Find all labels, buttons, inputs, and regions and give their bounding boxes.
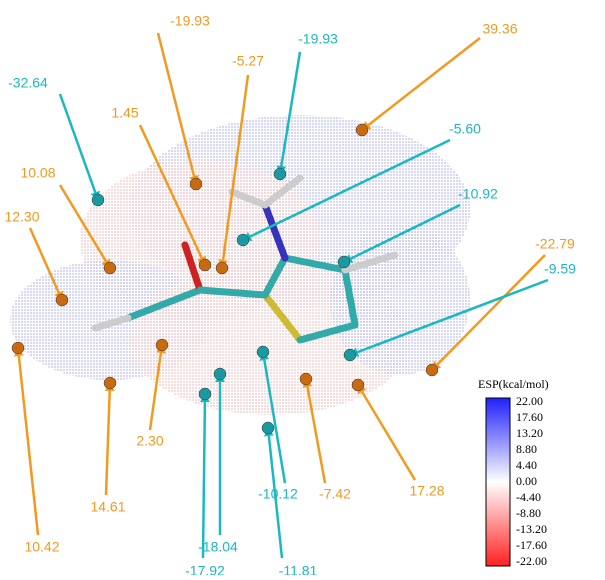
extremum-point [300, 373, 312, 385]
extremum-point [274, 168, 286, 180]
colorbar-tick-label: -13.20 [516, 522, 547, 536]
esp-label: -7.42 [319, 486, 351, 502]
colorbar-tick-label: 0.00 [516, 474, 537, 488]
esp-label: 17.28 [409, 483, 444, 499]
extremum-point [338, 256, 350, 268]
extremum-point [344, 349, 356, 361]
colorbar-tick-label: -22.00 [516, 554, 547, 568]
extremum-point [216, 262, 228, 274]
colorbar-tick-label: -4.40 [516, 490, 541, 504]
esp-figure: ESP(kcal/mol) 22.00 17.60 13.20 8.80 4.40 0.0… [0, 0, 605, 575]
extremum-point [352, 379, 364, 391]
extremum-point [214, 368, 226, 380]
colorbar-tick-label: -17.60 [516, 538, 547, 552]
extremum-point [426, 364, 438, 376]
arrow [358, 385, 415, 480]
arrow [203, 394, 205, 558]
extremum-point [190, 178, 202, 190]
arrow [106, 383, 110, 495]
colorbar: ESP(kcal/mol) 22.00 17.60 13.20 8.80 4.40 0.0… [478, 377, 549, 568]
extremum-point [56, 294, 68, 306]
colorbar-tick-label: 13.20 [516, 426, 543, 440]
extremum-point [104, 262, 116, 274]
esp-label: 2.30 [136, 433, 163, 449]
extremum-point [356, 124, 368, 136]
extremum-point [262, 422, 274, 434]
esp-label: -22.79 [535, 236, 575, 252]
esp-label: 12.30 [4, 209, 39, 225]
colorbar-tick-label: 8.80 [516, 442, 537, 456]
extremum-point [199, 388, 211, 400]
colorbar-tick-label: -8.80 [516, 506, 541, 520]
extremum-point [257, 346, 269, 358]
colorbar-tick-label: 17.60 [516, 410, 543, 424]
extremum-point [199, 259, 211, 271]
colorbar-title: ESP(kcal/mol) [478, 377, 549, 391]
esp-label: -11.81 [279, 563, 318, 575]
esp-label: -10.12 [258, 486, 298, 502]
esp-label: 10.08 [20, 165, 55, 181]
esp-label: 14.61 [90, 499, 125, 515]
esp-label: -19.93 [170, 13, 210, 29]
esp-label: -17.92 [185, 563, 225, 575]
esp-label: -5.60 [449, 121, 481, 137]
colorbar-tick-label: 4.40 [516, 458, 537, 472]
extremum-point [12, 342, 24, 354]
arrow [60, 94, 98, 200]
esp-label: 10.42 [24, 539, 59, 555]
extremum-point [237, 234, 249, 246]
extremum-point [92, 194, 104, 206]
arrow [362, 38, 480, 130]
arrow [18, 348, 38, 535]
esp-label: 39.36 [482, 21, 517, 37]
esp-label: -19.93 [298, 31, 338, 47]
colorbar-gradient [486, 398, 510, 566]
esp-label: 1.45 [111, 105, 138, 121]
extremum-point [104, 377, 116, 389]
esp-label: -9.59 [544, 261, 576, 277]
esp-label: -10.92 [458, 186, 498, 202]
extremum-point [156, 339, 168, 351]
esp-label: -5.27 [232, 53, 264, 69]
esp-label: -32.64 [8, 75, 48, 91]
esp-surface [10, 115, 470, 415]
colorbar-tick-label: 22.00 [516, 394, 543, 408]
